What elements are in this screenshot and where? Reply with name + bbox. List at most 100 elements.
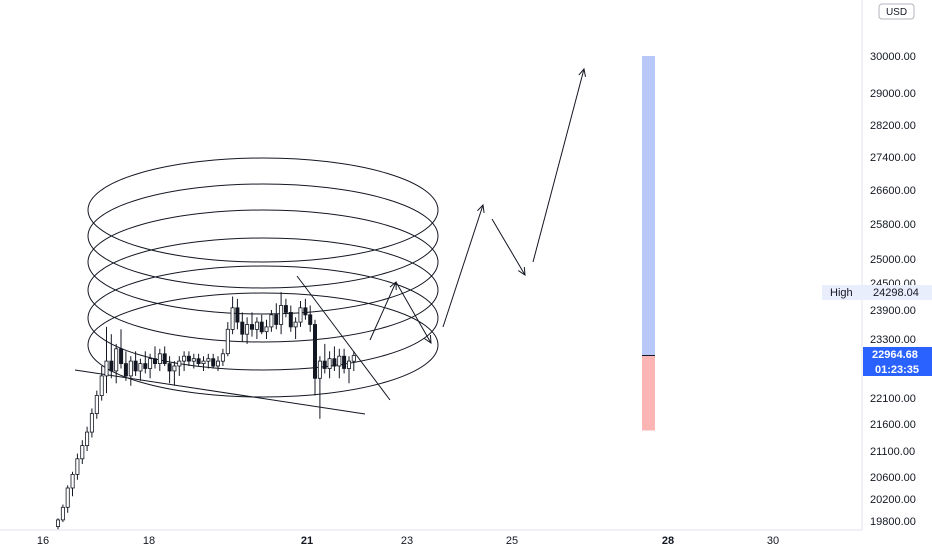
candle: [346, 356, 351, 384]
candle: [220, 348, 225, 366]
candle-body: [104, 360, 109, 377]
candle-body: [172, 365, 177, 372]
price-axis[interactable]: 30000.00 29000.00 28200.00 27400.00 26600.00…: [870, 51, 916, 528]
candle-body: [337, 355, 342, 367]
candle-body: [143, 363, 148, 369]
ellipse-drawing[interactable]: [87, 237, 439, 343]
candle: [177, 356, 182, 376]
candle-body: [269, 314, 274, 328]
candle: [157, 348, 162, 371]
price-tick-label: 26600.00: [870, 185, 916, 197]
ellipse-drawing[interactable]: [87, 209, 439, 315]
candle: [279, 292, 284, 335]
candle: [327, 351, 332, 379]
candle-body: [85, 431, 90, 447]
time-axis[interactable]: 16 18 21 23 25 28 30: [37, 535, 779, 547]
arrow-line[interactable]: [532, 68, 585, 263]
time-tick-label: 18: [143, 535, 155, 547]
candle: [162, 346, 167, 366]
candle-body: [317, 360, 322, 379]
candle: [80, 440, 85, 464]
candle: [206, 353, 211, 369]
candle-body: [215, 360, 220, 367]
candle-body: [240, 321, 245, 335]
last-price-value: 22964.68: [872, 349, 918, 361]
candle-body: [312, 324, 317, 379]
currency-label: USD: [886, 7, 907, 18]
currency-badge[interactable]: USD: [878, 3, 915, 20]
candle-body: [327, 358, 332, 369]
candle-body: [254, 321, 259, 330]
candle: [245, 317, 250, 344]
candle-body: [274, 314, 279, 325]
price-tick-label: 23300.00: [870, 334, 916, 346]
arrow-line[interactable]: [395, 281, 432, 344]
candle-body: [114, 348, 119, 372]
candle-body: [342, 355, 347, 369]
arrow-line[interactable]: [369, 281, 397, 341]
candle-body: [235, 307, 240, 323]
stop-zone[interactable]: [642, 355, 655, 431]
candle: [182, 351, 187, 371]
candle-body: [230, 307, 235, 330]
trend-line[interactable]: [296, 275, 391, 401]
trend-line[interactable]: [74, 369, 366, 415]
candle: [196, 353, 201, 366]
candles-layer: [56, 292, 356, 530]
ellipse-drawing[interactable]: [87, 265, 439, 371]
candle-body: [211, 358, 216, 367]
ellipse-drawing[interactable]: [87, 183, 439, 289]
candle: [56, 518, 61, 530]
candle-body: [99, 375, 104, 396]
candle-body: [201, 360, 206, 365]
candle-body: [186, 355, 191, 362]
arrow-line[interactable]: [442, 204, 484, 328]
drawings-layer: [74, 67, 586, 415]
time-tick-label: 23: [401, 535, 413, 547]
candle: [293, 317, 298, 339]
candle-body: [138, 363, 143, 372]
candle-body: [128, 360, 133, 377]
long-position-tool[interactable]: [642, 56, 655, 431]
time-tick-label: 28: [662, 535, 674, 547]
candle: [211, 353, 216, 369]
high-label-value: 24298.04: [873, 287, 919, 299]
candle: [308, 305, 313, 332]
candle: [240, 312, 245, 342]
candle-body: [206, 358, 211, 362]
candle: [172, 361, 177, 386]
candle: [269, 310, 274, 332]
arrow-line[interactable]: [491, 218, 526, 276]
candle-body: [56, 519, 61, 527]
candle: [322, 343, 327, 374]
candle: [94, 390, 99, 419]
candle-body: [80, 445, 85, 460]
price-tick-label: 27400.00: [870, 152, 916, 164]
target-zone[interactable]: [642, 56, 655, 356]
candle-body: [346, 360, 351, 369]
ellipse-drawing[interactable]: [87, 157, 439, 263]
high-label-name: High: [830, 287, 853, 299]
candle: [283, 298, 288, 318]
price-tick-label: 20200.00: [870, 494, 916, 506]
candle-body: [191, 358, 196, 362]
candle: [191, 353, 196, 369]
candle-body: [75, 458, 80, 475]
candle-body: [133, 360, 138, 372]
price-tick-label: 23900.00: [870, 305, 916, 317]
price-tick-label: 21600.00: [870, 419, 916, 431]
ellipse-drawing[interactable]: [87, 292, 439, 398]
candle: [104, 326, 109, 394]
candle-body: [162, 353, 167, 364]
candle: [75, 453, 80, 480]
candle: [288, 305, 293, 332]
candle-body: [89, 413, 94, 433]
candle-body: [351, 355, 356, 362]
time-tick-label: 16: [37, 535, 49, 547]
price-tick-label: 22100.00: [870, 393, 916, 405]
candle-body: [259, 321, 264, 333]
candle: [264, 319, 269, 339]
candle-body: [303, 307, 308, 316]
candle: [114, 343, 119, 384]
